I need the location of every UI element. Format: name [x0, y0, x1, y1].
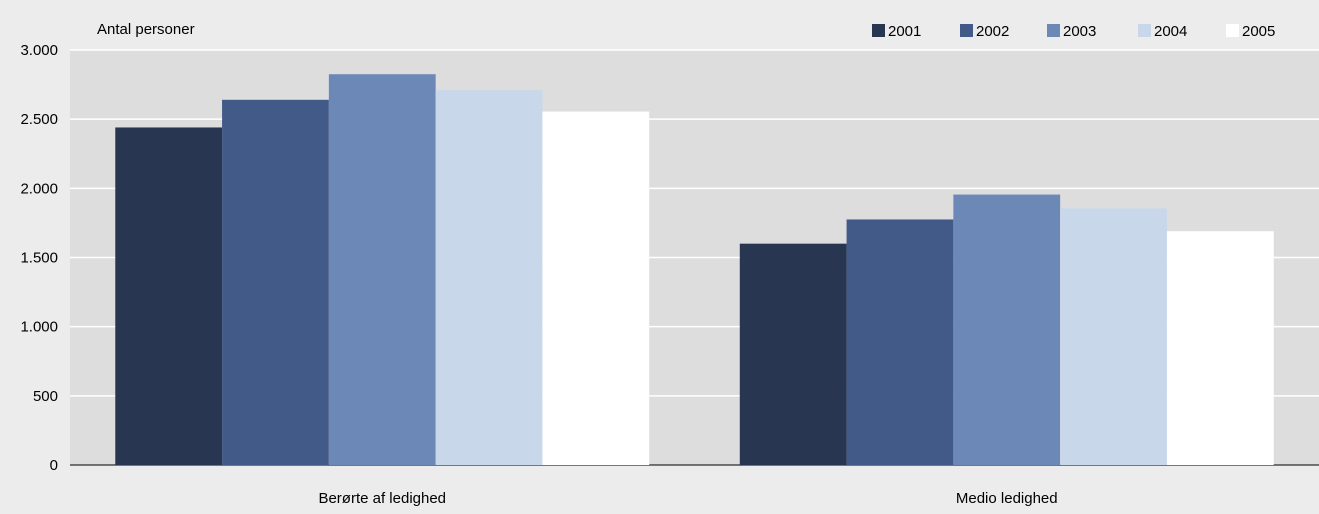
y-tick-label: 2.500	[20, 111, 58, 128]
legend-swatch	[1047, 24, 1060, 37]
legend-label: 2002	[976, 23, 1009, 40]
bar-2003-2	[953, 194, 1061, 465]
legend: 2001 2002 2003 2004 2005	[872, 23, 1275, 40]
bar-2004-2	[1060, 208, 1167, 465]
y-tick-label: 0	[50, 457, 58, 474]
y-tick-label: 1.500	[20, 250, 58, 267]
y-tick-label: 3.000	[20, 42, 58, 59]
y-axis-ticks: 0 500 1.000 1.500 2.000 2.500 3.000	[20, 42, 58, 474]
bars	[115, 74, 1274, 466]
legend-label: 2003	[1063, 23, 1096, 40]
legend-swatch	[1226, 24, 1239, 37]
y-tick-label: 1.000	[20, 319, 58, 336]
bar-2003-1	[328, 74, 436, 465]
x-axis-labels: Berørte af ledighed Medio ledighed	[318, 490, 1057, 507]
y-tick-label: 2.000	[20, 180, 58, 197]
x-category-label: Medio ledighed	[956, 490, 1058, 507]
bar-2002-1	[222, 99, 329, 466]
legend-swatch	[1138, 24, 1151, 37]
bar-2001-1	[115, 127, 223, 465]
legend-label: 2005	[1242, 23, 1275, 40]
y-tick-label: 500	[33, 388, 58, 405]
x-category-label: Berørte af ledighed	[318, 490, 446, 507]
bar-2001-2	[739, 243, 847, 465]
bar-2004-1	[435, 90, 543, 465]
legend-swatch	[960, 24, 973, 37]
legend-label: 2001	[888, 23, 921, 40]
y-axis-title: Antal personer	[97, 21, 195, 38]
legend-label: 2004	[1154, 23, 1187, 40]
legend-swatch	[872, 24, 885, 37]
bar-2005-2	[1166, 231, 1274, 465]
bar-2005-1	[542, 111, 650, 465]
bar-2002-2	[846, 219, 954, 465]
